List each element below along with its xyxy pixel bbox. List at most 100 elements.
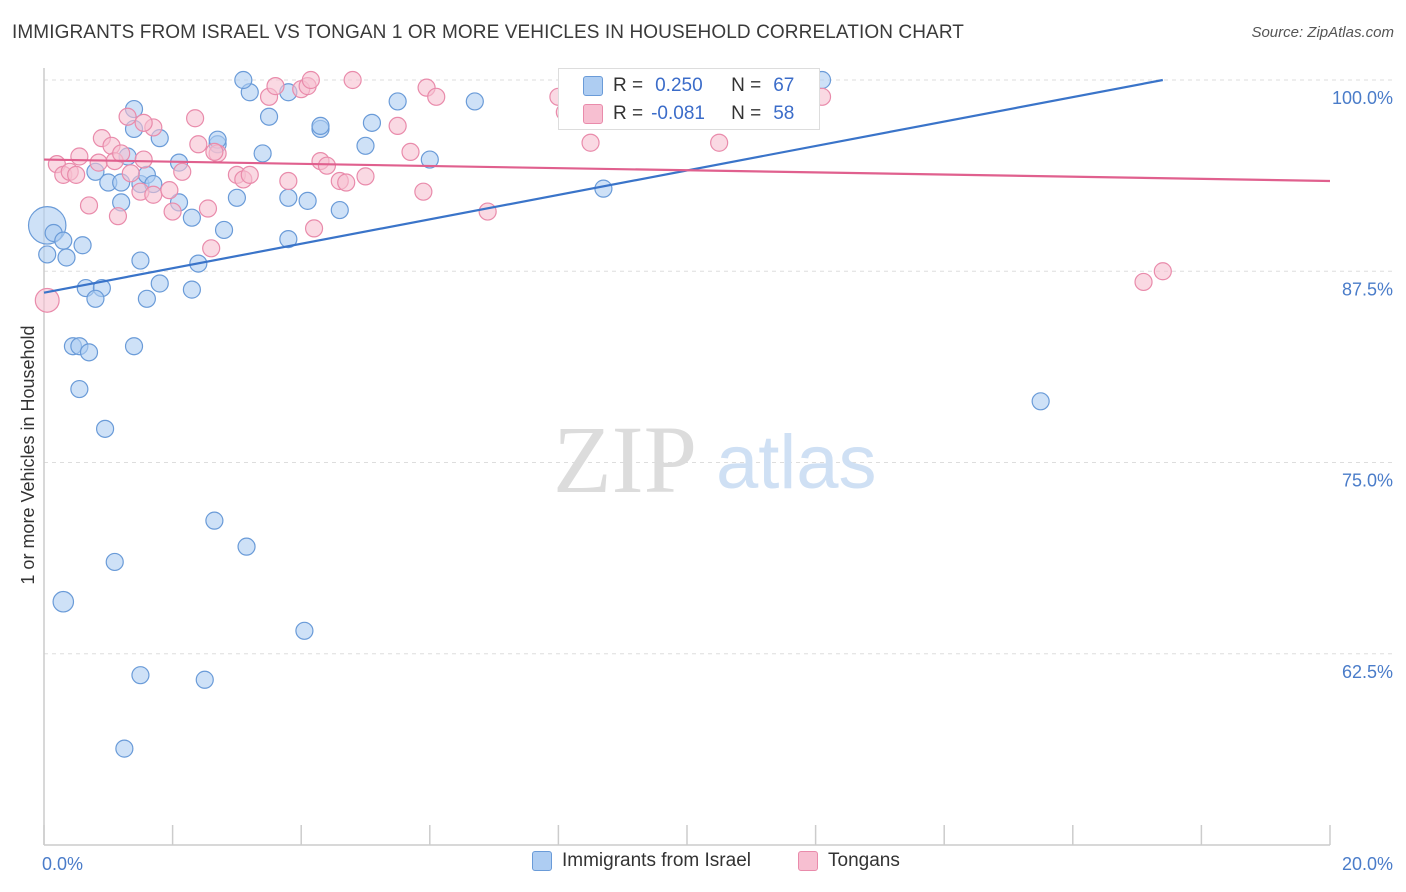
israel-point (131, 666, 150, 685)
israel-point (330, 200, 349, 220)
tongan-point (205, 142, 224, 162)
israel-point (253, 144, 272, 163)
tongan-point (304, 219, 324, 238)
stat-n-label: N = (731, 75, 762, 96)
tongan-point (89, 153, 108, 172)
legend-item-israel[interactable]: Immigrants from Israel (532, 850, 751, 872)
stats-row-tongan: R = -0.081 N = 58 (559, 100, 794, 128)
israel-point (73, 236, 92, 255)
israel-trend-line (43, 78, 1164, 294)
legend-tongans-swatch (798, 851, 818, 871)
israel-point (182, 208, 201, 227)
israel-point (137, 289, 156, 308)
israel-point (86, 289, 105, 308)
axes (43, 68, 1331, 846)
tongan-point (1134, 272, 1153, 292)
israel-point (298, 191, 317, 210)
israel-point (356, 136, 375, 155)
israel-point (182, 280, 201, 299)
stat-r-value: -0.081 (651, 103, 705, 124)
x-tick-label: 0.0% (42, 854, 83, 874)
tongan-point (173, 162, 192, 181)
stat-n-label: N = (731, 103, 762, 124)
tongan-point (301, 70, 320, 90)
stat-r-label: R = (613, 75, 644, 96)
tongan-point (186, 109, 205, 128)
israel-point (105, 552, 124, 572)
tongan-point (118, 107, 137, 126)
israel-point (95, 419, 115, 438)
tongan-point (388, 116, 407, 136)
series-tongan-points (34, 70, 1172, 313)
y-tick-label: 75.0% (1342, 471, 1393, 491)
tongan-point (356, 167, 375, 186)
israel-point (150, 274, 169, 293)
israel-point (279, 230, 298, 249)
tongan-point (112, 144, 131, 163)
chart-title: IMMIGRANTS FROM ISRAEL VS TONGAN 1 OR MO… (12, 22, 965, 43)
stat-n-value: 58 (773, 103, 795, 124)
israel-point (237, 537, 256, 556)
israel-point (52, 590, 75, 613)
legend-tongans-label: Tongans (828, 850, 900, 871)
y-tick-label: 62.5% (1342, 662, 1393, 682)
x-tick-label: 20.0% (1342, 854, 1393, 874)
israel-point (205, 511, 224, 530)
tongan-point (108, 207, 128, 226)
tongan-point (144, 185, 163, 204)
israel-point (79, 343, 99, 362)
tongan-point (279, 171, 298, 191)
tongan-point (343, 70, 362, 90)
grid-lines (44, 79, 1392, 655)
tongan-point (121, 164, 140, 183)
israel-point (124, 337, 144, 356)
tongan-point (134, 113, 153, 132)
tongan-point (581, 133, 600, 152)
tongan-point (198, 199, 218, 218)
israel-point (594, 179, 613, 198)
stat-n-value: 67 (773, 75, 795, 96)
tongan-swatch (583, 104, 603, 124)
tongan-trend-line (43, 158, 1331, 183)
watermark-atlas: atlas (716, 420, 877, 505)
legend-israel-label: Immigrants from Israel (562, 850, 751, 871)
israel-point (295, 621, 314, 640)
tongan-point (34, 287, 60, 313)
tongan-point (70, 147, 89, 166)
israel-point (70, 379, 89, 399)
israel-point (234, 70, 253, 90)
legend-israel-swatch (532, 851, 552, 871)
israel-point (214, 220, 234, 240)
israel-point (115, 739, 134, 758)
israel-point (259, 107, 279, 126)
tick-labels: 100.0% 87.5% 75.0% 62.5% 0.0% 20.0% (42, 88, 1393, 874)
tongan-point (478, 202, 497, 221)
watermark: ZIP atlas (553, 406, 877, 513)
tongan-point (240, 165, 259, 184)
stats-row-israel: R = 0.250 N = 67 (559, 72, 794, 100)
tongan-point (317, 156, 337, 175)
israel-point (38, 245, 57, 264)
legend-item-tongans[interactable]: Tongans (798, 850, 900, 872)
tongan-point (134, 150, 153, 169)
israel-point (1031, 392, 1050, 411)
chart-source: Source: ZipAtlas.com (1251, 24, 1394, 41)
israel-point (57, 248, 76, 267)
tongan-point (160, 181, 179, 200)
tongan-point (266, 77, 285, 96)
tongan-point (710, 133, 729, 152)
watermark-zip: ZIP (553, 406, 697, 513)
tongan-point (202, 239, 221, 258)
trend-lines (43, 78, 1331, 294)
y-axis-label: 1 or more Vehicles in Household (18, 325, 38, 584)
bottom-legend: Immigrants from Israel Tongans (0, 850, 1406, 880)
israel-point (227, 188, 246, 207)
stat-r-label: R = (613, 103, 644, 124)
israel-point (362, 113, 382, 132)
israel-point (420, 150, 439, 169)
y-tick-label: 100.0% (1332, 88, 1393, 108)
tongan-point (79, 196, 99, 215)
tongan-point (67, 165, 86, 184)
israel-point (388, 92, 407, 111)
